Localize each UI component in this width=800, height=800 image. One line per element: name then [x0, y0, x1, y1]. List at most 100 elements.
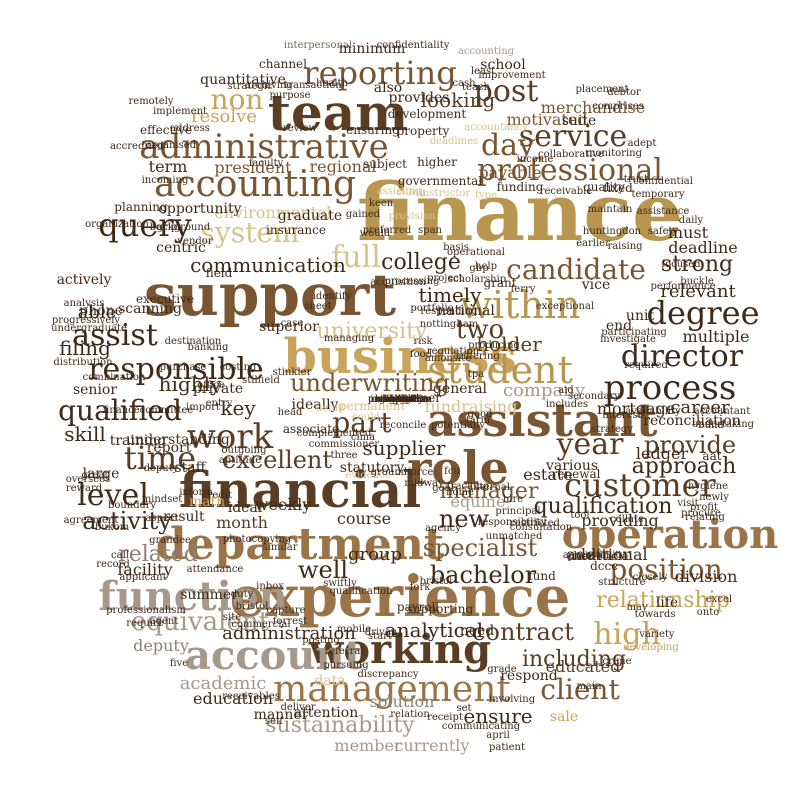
cloud-word: help — [475, 261, 497, 272]
cloud-word: implement — [152, 106, 208, 117]
cloud-word: two — [455, 315, 505, 345]
cloud-word: various — [545, 458, 599, 474]
cloud-word: differing — [456, 351, 500, 362]
cloud-word: banking — [187, 342, 229, 353]
cloud-word: support — [144, 261, 396, 329]
cloud-word: financecommittee — [102, 405, 194, 416]
cloud-word: risk — [413, 336, 433, 347]
cloud-word: photocopying — [222, 534, 292, 545]
cloud-word: bristol — [419, 576, 453, 587]
cloud-word: experience — [229, 564, 571, 630]
cloud-word: producing — [468, 340, 520, 351]
cloud-word: actively — [56, 272, 112, 288]
cloud-word: resolve — [191, 106, 257, 127]
cloud-word: approach — [631, 454, 737, 479]
cloud-word: agreement — [63, 515, 119, 526]
cloud-word: ledger — [635, 444, 689, 463]
cloud-word: address — [170, 123, 210, 134]
cloud-word: processing — [384, 276, 440, 287]
cloud-word: filing — [59, 336, 111, 360]
cloud-word: stilfield — [242, 375, 280, 386]
cloud-word: inbox — [256, 581, 284, 592]
cloud-word: ideal — [227, 500, 263, 516]
cloud-word: debtor — [607, 87, 641, 98]
cloud-word: deliver — [280, 702, 316, 713]
cloud-word: general — [432, 381, 488, 397]
cloud-word: midway — [404, 478, 444, 489]
cloud-word: working — [308, 626, 492, 673]
cloud-word: graduate — [277, 208, 343, 224]
cloud-word: presentation — [367, 394, 433, 405]
cloud-word: insurance — [266, 223, 326, 237]
cloud-word: onto — [696, 607, 720, 618]
cloud-word: provides — [388, 90, 450, 106]
cloud-word: combination — [82, 372, 146, 383]
cloud-word: new — [438, 505, 490, 533]
cloud-word: university — [316, 319, 428, 344]
cloud-word: regional — [309, 157, 377, 176]
cloud-word: agency — [425, 523, 461, 534]
cloud-word: cima — [350, 432, 376, 443]
cloud-word: great — [81, 470, 109, 481]
cloud-word: qualification — [533, 494, 673, 519]
cloud-word: division — [674, 567, 738, 586]
cloud-word: credit — [202, 490, 232, 501]
cloud-word: equine — [450, 492, 506, 511]
cloud-word: patient — [489, 742, 525, 753]
cloud-word: skill — [64, 422, 106, 446]
cloud-word: acorn — [385, 394, 415, 405]
cloud-word: result — [163, 509, 205, 525]
cloud-word: responsible — [88, 352, 264, 387]
cloud-word: receivable — [539, 186, 593, 197]
cloud-word: swiftly — [323, 578, 357, 589]
cloud-word: including — [521, 647, 627, 672]
cloud-word: accountant — [693, 406, 751, 417]
cloud-word: availability — [625, 406, 681, 417]
cloud-word: career — [670, 397, 730, 418]
cloud-word: basis — [443, 242, 469, 253]
cloud-word: bukom — [94, 522, 130, 533]
cloud-word: company — [502, 380, 586, 401]
cloud-word: suite — [561, 113, 597, 129]
cloud-word: communicating — [441, 721, 521, 732]
cloud-word: fixed — [603, 181, 633, 195]
cloud-word: planning — [114, 200, 168, 214]
cloud-word: operation — [561, 511, 779, 558]
cloud-word: head — [277, 407, 303, 418]
cloud-word: process — [603, 368, 737, 408]
cloud-word: regulation — [426, 346, 480, 357]
cloud-word: director — [620, 339, 744, 374]
cloud-word: developing — [623, 642, 679, 653]
cloud-word: may — [626, 602, 648, 613]
cloud-word: information — [370, 394, 430, 405]
cloud-word: incoming — [141, 175, 189, 186]
cloud-word: buckle — [680, 276, 714, 287]
cloud-word: relationship — [596, 588, 730, 613]
cloud-word: ensure — [463, 704, 533, 728]
cloud-word: training — [109, 433, 167, 449]
cloud-word: set — [456, 703, 472, 714]
cloud-word: detail — [315, 403, 345, 414]
cloud-word: evidence — [345, 470, 391, 481]
cloud-word: outgoing — [221, 445, 267, 456]
cloud-word: nottingham — [419, 319, 479, 330]
cloud-word: commissioner — [308, 439, 380, 450]
cloud-word: asap — [388, 394, 412, 405]
cloud-word: closely — [632, 572, 668, 583]
cloud-word: principal — [495, 506, 541, 517]
cloud-word: review — [282, 123, 318, 134]
cloud-word: restricted — [510, 518, 560, 529]
cloud-word: raising — [607, 241, 643, 252]
cloud-word: newly — [699, 492, 729, 503]
cloud-word: participating — [601, 327, 667, 338]
cloud-word: contract — [472, 618, 574, 646]
cloud-word: education — [193, 689, 273, 708]
cloud-word: administrative — [139, 127, 389, 167]
cloud-word: system — [200, 216, 300, 249]
cloud-word: non — [210, 83, 264, 116]
cloud-word: capture — [266, 605, 306, 616]
cloud-word: managing — [323, 333, 375, 344]
cloud-word: remotely — [128, 96, 174, 107]
cloud-word: variety — [639, 629, 675, 640]
cloud-word: inform — [179, 487, 213, 498]
